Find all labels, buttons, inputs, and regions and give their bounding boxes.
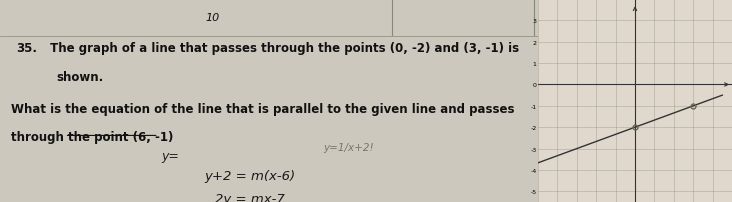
Text: 2y = mx-7: 2y = mx-7 xyxy=(215,192,285,202)
Text: y+2 = m(x-6): y+2 = m(x-6) xyxy=(204,169,296,182)
Text: y=1/x+2!: y=1/x+2! xyxy=(323,142,373,152)
Text: y=: y= xyxy=(161,149,179,162)
Text: shown.: shown. xyxy=(56,71,104,84)
Text: What is the equation of the line that is parallel to the given line and passes: What is the equation of the line that is… xyxy=(11,103,515,116)
Text: 10: 10 xyxy=(205,13,220,23)
Text: The graph of a line that passes through the points (0, -2) and (3, -1) is: The graph of a line that passes through … xyxy=(45,41,519,54)
Text: through the point (6, -1): through the point (6, -1) xyxy=(11,131,173,144)
Text: 35.: 35. xyxy=(16,41,37,54)
